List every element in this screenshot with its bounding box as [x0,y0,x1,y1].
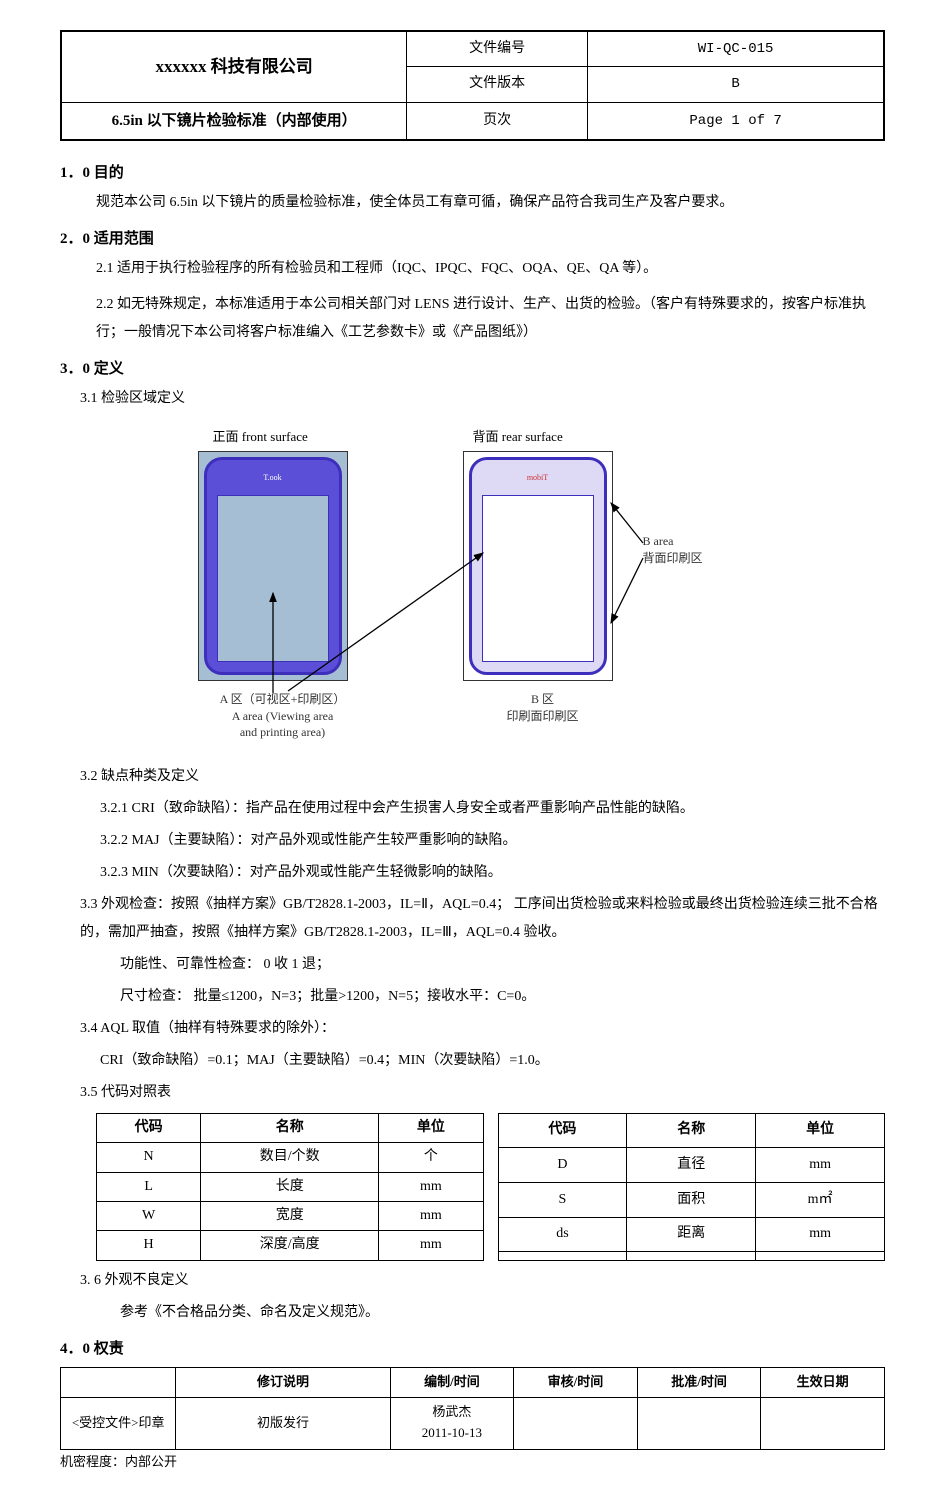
section-3-6b: 参考《不合格品分类、命名及定义规范》。 [120,1299,885,1327]
rear-screen [482,495,594,662]
a-cap-2: A area (Viewing area [232,709,334,723]
rev-h-author: 编制/时间 [390,1367,514,1397]
rev-h-approve: 批准/时间 [637,1367,761,1397]
doc-no-label: 文件编号 [407,31,588,67]
table-row: N数目/个数个 [97,1143,484,1172]
rev-author-date: 2011-10-13 [422,1425,482,1440]
rev-h-review: 审核/时间 [514,1367,638,1397]
a-cap-3: and printing area) [240,725,325,739]
section-2-heading: 2．0 适用范围 [60,227,885,251]
company-name: xxxxxx 科技有限公司 [61,31,407,102]
table-row: D直径mm [498,1148,885,1183]
rev-author: 杨武杰 2011-10-13 [390,1397,514,1449]
rear-phone-body: mobiT [469,457,607,675]
table-row: ds距离mm [498,1217,885,1252]
document-header-table: xxxxxx 科技有限公司 文件编号 WI-QC-015 文件版本 B 6.5i… [60,30,885,141]
ct-h-name-r: 名称 [627,1113,756,1148]
ct-h-code-r: 代码 [498,1113,627,1148]
section-3-3c: 尺寸检查： 批量≤1200，N=3；批量>1200，N=5；接收水平：C=0。 [120,983,885,1011]
rear-speaker-text: mobiT [527,472,548,485]
version-label: 文件版本 [407,67,588,102]
code-table-left: 代码 名称 单位 N数目/个数个 L长度mm W宽度mm H深度/高度mm [96,1113,484,1261]
b-area-text2: 背面印刷区 [643,551,703,565]
rev-h-desc: 修订说明 [176,1367,390,1397]
rev-h-blank [61,1367,176,1397]
a-area-caption: A 区（可视区+印刷区） A area (Viewing area and pr… [183,691,383,741]
rev-author-name: 杨武杰 [432,1404,471,1419]
section-3-2-1: 3.2.1 CRI（致命缺陷）：指产品在使用过程中会产生损害人身安全或者严重影响… [100,795,885,823]
controlled-stamp: <受控文件>印章 [61,1397,176,1449]
table-row: L长度mm [97,1172,484,1201]
rev-h-effective: 生效日期 [761,1367,885,1397]
section-3-2: 3.2 缺点种类及定义 [80,763,885,791]
a-cap-1: A 区（可视区+印刷区） [220,692,346,706]
table-row: H深度/高度mm [97,1231,484,1260]
ct-h-unit-r: 单位 [756,1113,885,1148]
section-3-5: 3.5 代码对照表 [80,1079,885,1107]
table-row: S面积m㎡ [498,1183,885,1218]
page-value: Page 1 of 7 [588,102,884,140]
section-3-6: 3. 6 外观不良定义 [80,1267,885,1295]
version-value: B [588,67,884,102]
revision-table: 修订说明 编制/时间 审核/时间 批准/时间 生效日期 <受控文件>印章 初版发… [60,1367,885,1450]
code-table-right: 代码 名称 单位 D直径mm S面积m㎡ ds距离mm [498,1113,886,1261]
section-3-2-2: 3.2.2 MAJ（主要缺陷）：对产品外观或性能产生较严重影响的缺陷。 [100,827,885,855]
b-area-text1: B area [643,534,674,548]
table-row [498,1252,885,1260]
section-2-2: 2.2 如无特殊规定，本标准适用于本公司相关部门对 LENS 进行设计、生产、出… [96,291,885,347]
rev-desc: 初版发行 [176,1397,390,1449]
ct-h-code-l: 代码 [97,1113,201,1142]
inspection-area-diagram: 正面 front surface 背面 rear surface T.ook m… [173,423,773,753]
front-screen [217,495,329,662]
section-3-4b: CRI（致命缺陷）=0.1；MAJ（主要缺陷）=0.4；MIN（次要缺陷）=1.… [100,1047,885,1075]
rev-approve [637,1397,761,1449]
section-3-2-3: 3.2.3 MIN（次要缺陷）：对产品外观或性能产生轻微影响的缺陷。 [100,859,885,887]
section-4-heading: 4．0 权责 [60,1337,885,1361]
section-2-1: 2.1 适用于执行检验程序的所有检验员和工程师（IQC、IPQC、FQC、OQA… [96,255,885,283]
table-row: W宽度mm [97,1201,484,1230]
section-3-3a: 3.3 外观检查：按照《抽样方案》GB/T2828.1-2003，IL=Ⅱ，AQ… [80,891,885,947]
section-1-text: 规范本公司 6.5in 以下镜片的质量检验标准，使全体员工有章可循，确保产品符合… [96,189,885,217]
b-cap-1: B 区 [531,692,554,706]
section-3-1: 3.1 检验区域定义 [80,385,885,413]
rear-phone-outline: mobiT [463,451,613,681]
ct-h-unit-l: 单位 [379,1113,483,1142]
code-tables-wrap: 代码 名称 单位 N数目/个数个 L长度mm W宽度mm H深度/高度mm 代码… [96,1113,885,1261]
confidentiality-line: 机密程度：内部公开 [60,1452,885,1473]
b-area-side-label: B area 背面印刷区 [643,533,703,567]
b-area-caption: B 区 印刷面印刷区 [463,691,623,725]
section-3-4: 3.4 AQL 取值（抽样有特殊要求的除外）： [80,1015,885,1043]
section-3-heading: 3．0 定义 [60,357,885,381]
rear-surface-label: 背面 rear surface [473,427,563,448]
ct-h-name-l: 名称 [201,1113,379,1142]
section-1-heading: 1．0 目的 [60,161,885,185]
rev-effective [761,1397,885,1449]
page-label: 页次 [407,102,588,140]
doc-no-value: WI-QC-015 [588,31,884,67]
front-phone-body: T.ook [204,457,342,675]
front-phone-outline: T.ook [198,451,348,681]
section-3-3b: 功能性、可靠性检查： 0 收 1 退； [120,951,885,979]
b-cap-2: 印刷面印刷区 [506,709,578,723]
front-surface-label: 正面 front surface [213,427,308,448]
document-title: 6.5in 以下镜片检验标准（内部使用） [61,102,407,140]
rev-review [514,1397,638,1449]
front-speaker-text: T.ook [263,472,281,485]
